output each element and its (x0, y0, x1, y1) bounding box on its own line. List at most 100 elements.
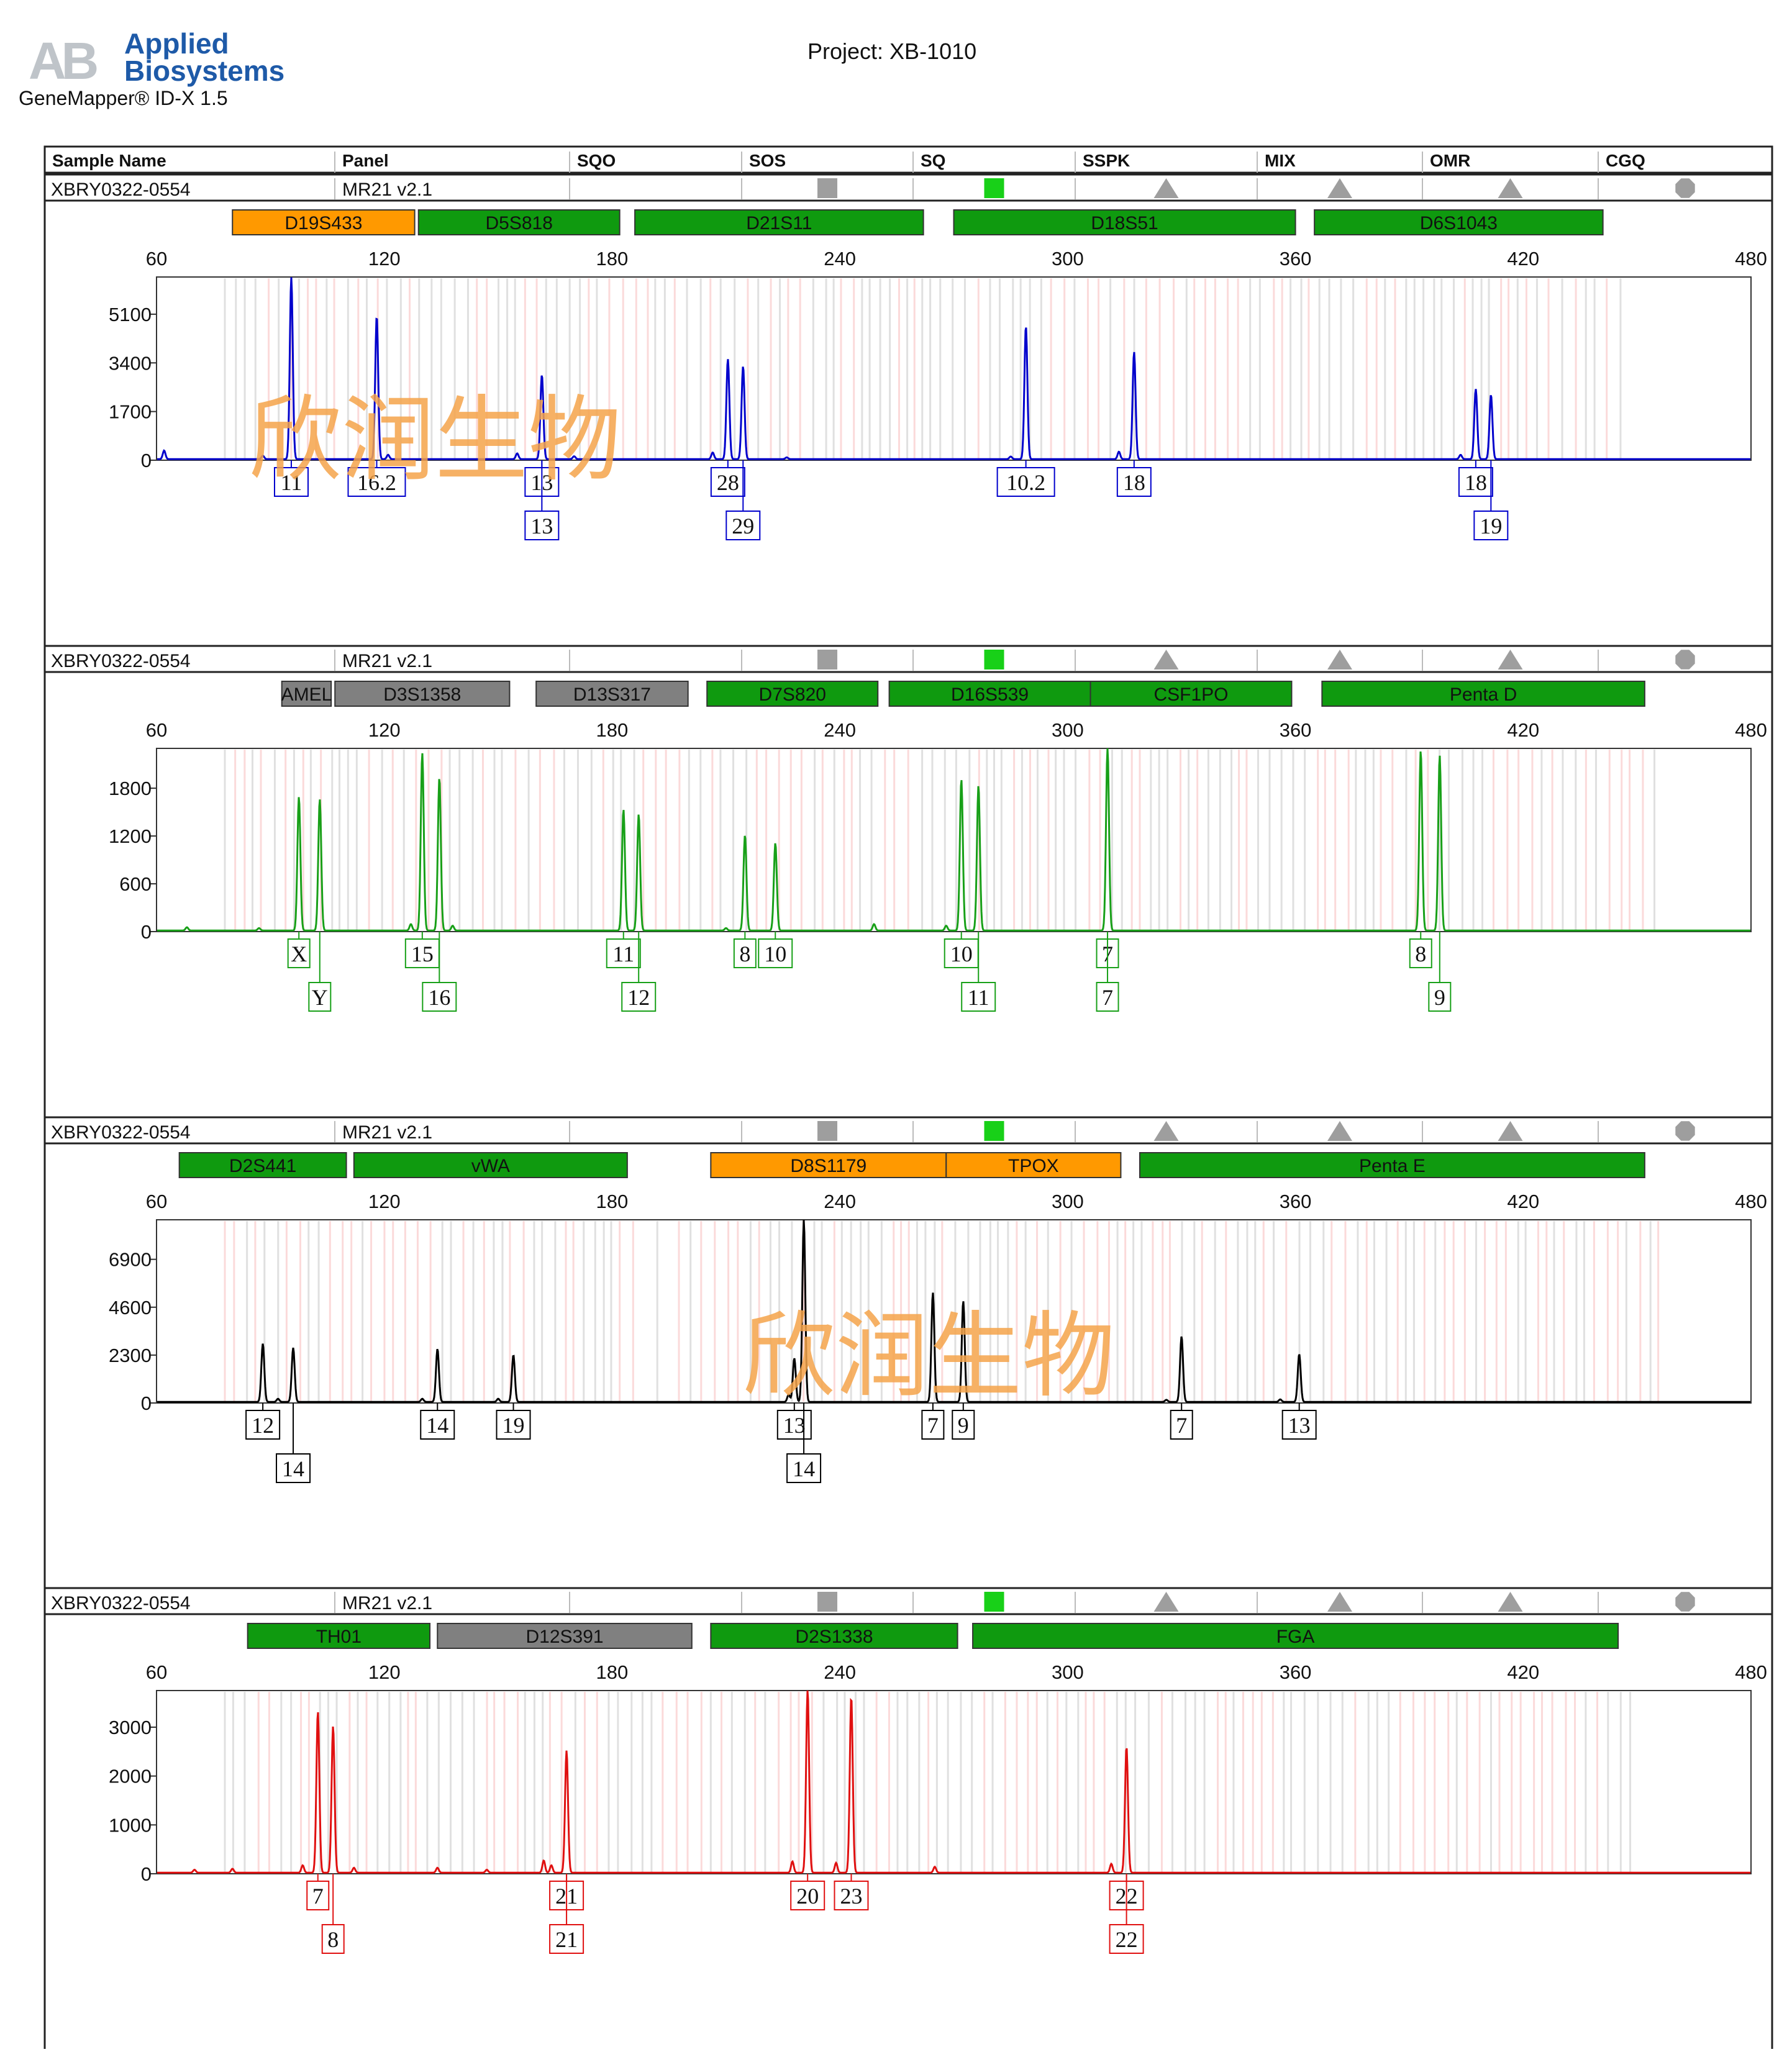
allele-label-box (420, 1410, 455, 1440)
sample-info-row (43, 645, 1773, 673)
marker-bin-penta-d (1321, 681, 1645, 707)
allele-label: 14 (793, 1456, 815, 1481)
flag-mix-triangle-icon (1327, 650, 1352, 670)
x-tick-label: 480 (1735, 719, 1767, 741)
marker-bin-fga (972, 1623, 1619, 1649)
column-header-omr: OMR (1430, 151, 1470, 170)
x-tick-label: 180 (596, 719, 629, 741)
marker-label: D5S818 (485, 213, 552, 234)
y-tick-label: 1700 (109, 401, 152, 423)
watermark-text: 欣润生物 (248, 386, 621, 494)
allele-label: 7 (1102, 985, 1113, 1010)
y-tick-label: 1800 (109, 778, 152, 799)
marker-bin-d6s1043 (1314, 209, 1604, 235)
brand-line-2: Biosystems (124, 55, 285, 87)
y-tick-label: 0 (141, 1392, 152, 1414)
marker-bin-d3s1358 (334, 681, 511, 707)
y-tick-label: 3000 (109, 1717, 152, 1738)
y-tick-label: 3400 (109, 352, 152, 374)
sample-name: XBRY0322-0554 (51, 1593, 191, 1614)
applied-biosystems-logo: AB (29, 32, 99, 90)
marker-bin-d19s433 (232, 209, 416, 235)
x-tick-label: 360 (1280, 248, 1312, 270)
plot-area (156, 1690, 1752, 1874)
allele-label-box (308, 982, 332, 1012)
marker-label: D19S433 (284, 213, 362, 234)
allele-label-box (786, 1453, 822, 1483)
allele-label: X (291, 942, 307, 966)
allele-label-box (996, 467, 1055, 497)
allele-label-box (733, 938, 757, 968)
brand-name: Applied Biosystems (124, 29, 285, 87)
marker-bin-d12s391 (437, 1623, 693, 1649)
allele-label-box (273, 467, 309, 497)
allele-label-box (1409, 938, 1432, 968)
flag-sspk-triangle-icon (1153, 178, 1179, 198)
flag-sos-square-icon (817, 178, 837, 198)
allele-label: 12 (627, 985, 650, 1010)
watermark-text: 欣润生物 (742, 1302, 1115, 1410)
y-tick-label: 0 (141, 1863, 152, 1885)
allele-label-box (306, 1881, 330, 1910)
allele-label: 16 (428, 985, 450, 1010)
allele-label: 13 (530, 514, 553, 538)
x-tick-label: 420 (1507, 719, 1539, 741)
flag-sspk-triangle-icon (1153, 1121, 1179, 1141)
flag-sq-square-icon (984, 178, 1004, 198)
x-tick-label: 300 (1052, 1191, 1084, 1212)
allele-label: 12 (252, 1413, 274, 1438)
marker-label: Penta D (1450, 684, 1517, 705)
marker-label: D13S317 (573, 684, 651, 705)
x-tick-label: 60 (146, 719, 167, 741)
flag-mix-triangle-icon (1327, 178, 1352, 198)
allele-label: 7 (312, 1884, 324, 1909)
marker-bin-d7s820 (706, 681, 879, 707)
marker-label: D21S11 (746, 213, 812, 234)
allele-label-box (952, 1410, 975, 1440)
marker-label: D7S820 (759, 684, 826, 705)
y-tick-label: 0 (141, 921, 152, 943)
x-tick-label: 480 (1735, 248, 1767, 270)
allele-label: 21 (555, 1927, 578, 1952)
allele-label: 10.2 (1006, 470, 1045, 495)
allele-label-box (287, 938, 311, 968)
flag-cgq-octagon-icon (1675, 1121, 1695, 1141)
allele-label: 19 (503, 1413, 525, 1438)
allele-label: Y (312, 985, 328, 1010)
allele-label-box (347, 467, 406, 497)
panel-name: MR21 v2.1 (342, 1122, 432, 1143)
column-header-mix: MIX (1265, 151, 1296, 170)
table-header-row (43, 145, 1773, 174)
allele-label-box (276, 1453, 311, 1483)
allele-label: 23 (840, 1884, 862, 1909)
column-header-panel: Panel (342, 151, 389, 170)
allele-label: 11 (612, 942, 634, 966)
flag-sq-square-icon (984, 650, 1004, 670)
x-tick-label: 300 (1052, 1661, 1084, 1683)
allele-label-box (710, 467, 745, 497)
flag-omr-triangle-icon (1498, 650, 1523, 670)
allele-label-box (524, 511, 560, 540)
marker-label: D2S1338 (795, 1627, 873, 1647)
x-tick-label: 360 (1280, 1661, 1312, 1683)
y-tick-label: 4600 (109, 1297, 152, 1319)
allele-label-box (1116, 467, 1152, 497)
allele-label: 18 (1123, 470, 1145, 495)
x-tick-label: 120 (368, 719, 401, 741)
flag-omr-triangle-icon (1498, 1121, 1523, 1141)
allele-label: 16.2 (357, 470, 396, 495)
y-tick-label: 600 (119, 873, 152, 895)
allele-label-box (758, 938, 793, 968)
dye-panel-yellow: XBRY0322-0554 MR21 v2.1 D2S441 vWA D8S1179 TP… (43, 1116, 1773, 1591)
column-header-sos: SOS (749, 151, 786, 170)
allele-label: 22 (1116, 1927, 1138, 1952)
allele-label: 8 (327, 1927, 339, 1952)
allele-label-box (404, 938, 440, 968)
y-tick-label: 0 (141, 450, 152, 471)
marker-bin-vwa (353, 1152, 628, 1178)
x-tick-label: 120 (368, 248, 401, 270)
allele-label-box (1170, 1410, 1193, 1440)
allele-label-box (961, 982, 996, 1012)
flag-sq-square-icon (984, 1592, 1004, 1612)
marker-bin-d8s1179 (710, 1152, 947, 1178)
